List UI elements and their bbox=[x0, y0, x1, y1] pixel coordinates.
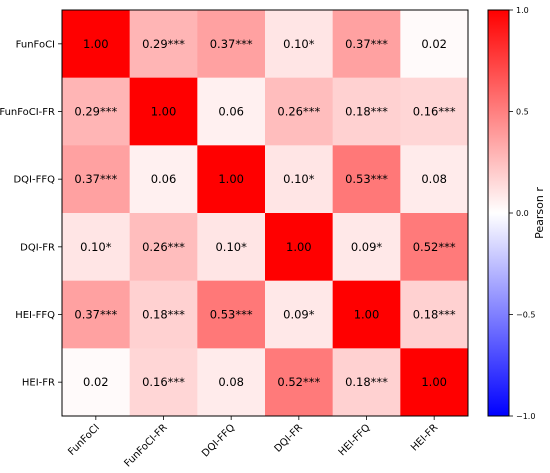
cell-value-label: 0.02 bbox=[421, 37, 447, 51]
x-tick-label: HEI-FR bbox=[409, 422, 440, 453]
cell-value-label: 1.00 bbox=[151, 105, 177, 119]
heatmap-cell bbox=[129, 145, 198, 214]
colorbar-tick-label: 1.0 bbox=[516, 6, 529, 15]
colorbar-ticks: −1.0 −0.5 0.0 0.5 1.0 bbox=[509, 6, 535, 421]
heatmap-cell bbox=[197, 77, 266, 146]
cell-value-label: 0.37*** bbox=[210, 37, 253, 51]
heatmap-cell bbox=[332, 10, 401, 78]
cell-value-label: 0.53*** bbox=[210, 308, 253, 322]
x-tick-label: FunFoCI-FR bbox=[122, 422, 169, 469]
heatmap-cell bbox=[265, 77, 333, 146]
cell-value-label: 0.18*** bbox=[345, 105, 388, 119]
cell-value-label: 0.16*** bbox=[413, 105, 456, 119]
heatmap-cells bbox=[62, 10, 469, 417]
heatmap-cell bbox=[265, 10, 333, 78]
cell-value-label: 1.00 bbox=[421, 375, 447, 389]
heatmap-cell bbox=[400, 280, 469, 349]
heatmap-cell bbox=[332, 348, 401, 417]
x-tick-label: FunFoCI bbox=[66, 422, 102, 458]
heatmap-cell-labels: 1.00 0.29*** 0.37*** 0.10* 0.37*** 0.02 0.29**… bbox=[74, 37, 455, 389]
heatmap-cell bbox=[197, 348, 266, 417]
cell-value-label: 0.16*** bbox=[142, 375, 185, 389]
colorbar-tick-label: 0.0 bbox=[516, 209, 529, 218]
heatmap-cell bbox=[62, 145, 130, 214]
heatmap-cell bbox=[332, 145, 401, 214]
colorbar bbox=[487, 9, 510, 417]
cell-value-label: 0.26*** bbox=[277, 105, 320, 119]
cell-value-label: 1.00 bbox=[218, 172, 244, 186]
cell-value-label: 1.00 bbox=[83, 37, 109, 51]
colorbar-tick-label: −0.5 bbox=[516, 311, 535, 320]
heatmap-cell bbox=[332, 280, 401, 349]
heatmap-cell bbox=[332, 77, 401, 146]
heatmap-cell bbox=[129, 77, 198, 146]
heatmap-cell bbox=[62, 348, 130, 417]
y-tick-label: FunFoCI-FR bbox=[0, 107, 55, 118]
heatmap-cell bbox=[129, 10, 198, 78]
heatmap-cell bbox=[265, 213, 333, 281]
x-tick-label: DQI-FR bbox=[273, 422, 305, 454]
cell-value-label: 0.09* bbox=[351, 240, 383, 254]
heatmap-cell bbox=[197, 213, 266, 281]
colorbar-tick-label: 0.5 bbox=[516, 108, 529, 117]
heatmap-cell bbox=[400, 348, 469, 417]
cell-value-label: 0.10* bbox=[215, 240, 247, 254]
heatmap-cell bbox=[400, 145, 469, 214]
cell-value-label: 0.37*** bbox=[74, 308, 117, 322]
cell-value-label: 0.52*** bbox=[277, 375, 320, 389]
cell-value-label: 0.02 bbox=[83, 375, 109, 389]
cell-value-label: 0.37*** bbox=[345, 37, 388, 51]
cell-value-label: 0.18*** bbox=[413, 308, 456, 322]
heatmap-cell bbox=[332, 213, 401, 281]
cell-value-label: 0.10* bbox=[283, 37, 315, 51]
heatmap-cell bbox=[129, 348, 198, 417]
cell-value-label: 0.26*** bbox=[142, 240, 185, 254]
cell-value-label: 0.52*** bbox=[413, 240, 456, 254]
cell-value-label: 0.18*** bbox=[142, 308, 185, 322]
cell-value-label: 0.53*** bbox=[345, 172, 388, 186]
heatmap-cell bbox=[400, 10, 469, 78]
heatmap-cell bbox=[197, 145, 266, 214]
heatmap-cell bbox=[197, 10, 266, 78]
cell-value-label: 0.37*** bbox=[74, 172, 117, 186]
cell-value-label: 0.09* bbox=[283, 308, 315, 322]
y-tick-label: DQI-FFQ bbox=[13, 175, 55, 186]
heatmap-cell bbox=[400, 213, 469, 281]
cell-value-label: 0.08 bbox=[218, 375, 244, 389]
cell-value-label: 1.00 bbox=[286, 240, 312, 254]
y-tick-label: FunFoCI bbox=[16, 39, 55, 50]
heatmap-cell bbox=[62, 280, 130, 349]
cell-value-label: 0.29*** bbox=[74, 105, 117, 119]
heatmap-cell bbox=[197, 280, 266, 349]
y-tick-label: HEI-FFQ bbox=[15, 310, 55, 321]
heatmap-cell bbox=[265, 145, 333, 214]
x-tick-label: HEI-FFQ bbox=[337, 422, 373, 458]
heatmap-cell bbox=[265, 348, 333, 417]
y-tick-label: DQI-FR bbox=[20, 242, 55, 253]
cell-value-label: 0.10* bbox=[80, 240, 112, 254]
colorbar-label: Pearson r bbox=[533, 187, 546, 239]
cell-value-label: 0.06 bbox=[151, 172, 177, 186]
y-tick-label: HEI-FR bbox=[22, 378, 55, 389]
heatmap-cell bbox=[62, 77, 130, 146]
y-axis-ticks: FunFoCI FunFoCI-FR DQI-FFQ DQI-FR HEI-FFQ HEI… bbox=[0, 39, 62, 389]
cell-value-label: 0.10* bbox=[283, 172, 315, 186]
cell-value-label: 0.06 bbox=[218, 105, 244, 119]
heatmap-cell bbox=[265, 280, 333, 349]
heatmap-cell bbox=[129, 280, 198, 349]
cell-value-label: 0.18*** bbox=[345, 375, 388, 389]
heatmap-cell bbox=[400, 77, 469, 146]
heatmap-frame bbox=[61, 9, 469, 417]
cell-value-label: 0.08 bbox=[421, 172, 447, 186]
heatmap-cell bbox=[62, 213, 130, 281]
heatmap-cell bbox=[129, 213, 198, 281]
x-axis-ticks: FunFoCI FunFoCI-FR DQI-FFQ DQI-FR HEI-FFQ HEI… bbox=[66, 416, 440, 469]
cell-value-label: 0.29*** bbox=[142, 37, 185, 51]
heatmap-cell bbox=[62, 10, 130, 78]
x-tick-label: DQI-FFQ bbox=[200, 422, 237, 459]
cell-value-label: 1.00 bbox=[354, 308, 380, 322]
colorbar-tick-label: −1.0 bbox=[516, 412, 535, 421]
